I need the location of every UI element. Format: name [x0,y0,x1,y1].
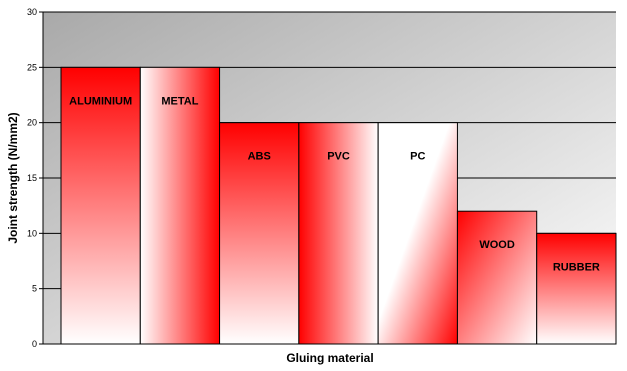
bar-label-pvc: PVC [327,151,350,163]
bar-labels: ALUMINIUM METAL ABS PVC PC WOOD RUBBER [69,95,600,273]
bar-pvc [298,122,379,345]
bar-aluminium [60,66,141,345]
bar-wood [456,210,538,345]
bars [60,66,617,345]
y-tick-label: 20 [27,118,37,128]
y-tick-label: 30 [27,7,37,17]
bar-label-aluminium: ALUMINIUM [69,95,132,107]
bar-metal [139,66,221,345]
bar-label-rubber: RUBBER [553,261,600,273]
x-axis-title: Gluing material [286,351,373,365]
y-tick-label: 15 [27,173,37,183]
bar-label-pc: PC [410,151,425,163]
bar-label-wood: WOOD [479,239,514,251]
y-tick-label: 10 [27,228,37,238]
bar-label-abs: ABS [248,151,271,163]
y-tick-label: 25 [27,62,37,72]
bar-pc [377,122,458,345]
bar-rubber [536,232,617,345]
y-axis-title: Joint strength (N/mm2) [6,112,20,243]
y-tick-labels: 0 5 10 15 20 25 30 [27,7,43,349]
y-tick-label: 0 [32,339,37,349]
bar-label-metal: METAL [161,95,198,107]
y-tick-label: 5 [32,284,37,294]
